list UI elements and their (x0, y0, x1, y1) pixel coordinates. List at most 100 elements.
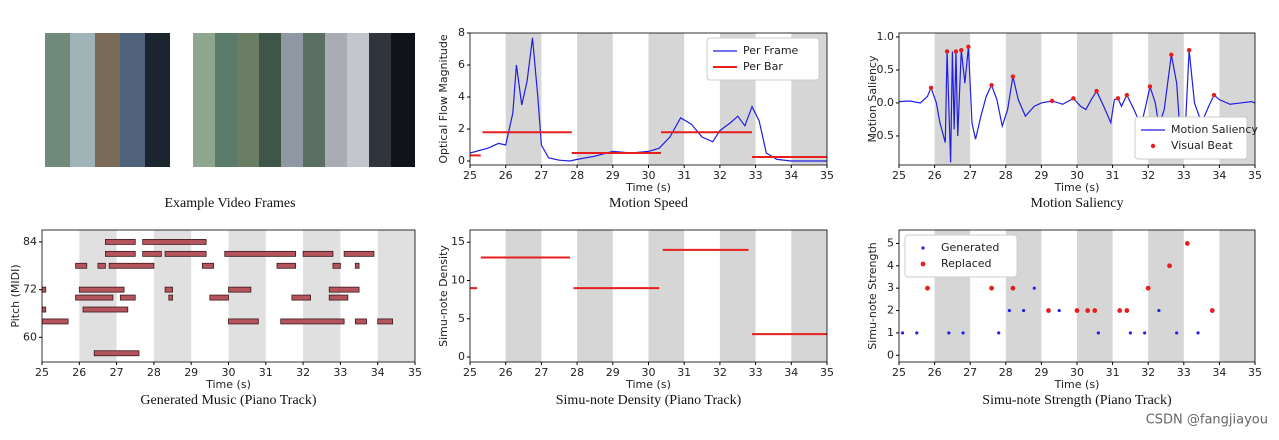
note (201, 262, 214, 269)
x-tick-label: 30 (222, 366, 236, 379)
y-axis-label: Pitch (MIDI) (9, 264, 22, 327)
x-tick-label: 27 (534, 366, 548, 379)
x-tick-label: 35 (1248, 169, 1262, 182)
x-tick-label: 32 (1141, 366, 1155, 379)
point (997, 331, 1001, 335)
note (142, 250, 162, 257)
y-tick-label: 84 (23, 235, 37, 248)
y-tick-label: 15 (451, 235, 465, 248)
point (959, 47, 964, 53)
point (966, 44, 971, 50)
note (276, 262, 297, 269)
note (280, 318, 345, 325)
x-axis-label: Time (s) (1054, 378, 1100, 391)
note (42, 286, 47, 293)
note (354, 318, 367, 325)
point (1124, 92, 1130, 98)
legend-label: Generated (941, 241, 999, 254)
x-tick-label: 35 (408, 366, 422, 379)
x-tick-label: 34 (784, 366, 798, 379)
note (354, 262, 360, 269)
point (947, 331, 951, 335)
note (93, 350, 140, 357)
point (1196, 331, 1200, 335)
note (168, 294, 173, 301)
x-tick-label: 25 (892, 366, 906, 379)
x-tick-label: 34 (371, 366, 385, 379)
legend: Generated Replaced (904, 234, 1018, 278)
point (989, 82, 994, 88)
point (1057, 308, 1061, 313)
y-tick-label: 1 (887, 326, 894, 339)
legend: Motion Saliency Visual Beat (1134, 116, 1258, 160)
shaded-span (505, 230, 542, 362)
point (1032, 286, 1036, 290)
legend-label: Visual Beat (1171, 139, 1233, 152)
shaded-span (791, 230, 827, 362)
note (75, 262, 88, 269)
y-tick-label: 1.0 (877, 30, 895, 43)
y-axis-label: Simu-note Density (437, 245, 450, 347)
point (1209, 308, 1215, 313)
note (142, 239, 207, 245)
point (944, 49, 950, 54)
x-tick-label: 31 (677, 366, 691, 379)
note (377, 318, 394, 325)
y-tick-label: -0.5 (873, 129, 894, 142)
x-tick-label: 26 (499, 366, 513, 379)
note (291, 294, 311, 301)
note (108, 262, 155, 269)
shaded-span (577, 33, 613, 165)
x-tick-label: 25 (35, 366, 49, 379)
point (915, 331, 919, 335)
x-tick-label: 28 (570, 169, 584, 182)
point (1046, 308, 1051, 313)
point (1184, 241, 1190, 246)
legend-label: Replaced (941, 257, 992, 270)
shaded-span (719, 230, 756, 362)
point (1049, 98, 1055, 104)
x-tick-label: 28 (147, 366, 161, 379)
plot-marks (42, 239, 394, 357)
x-tick-label: 30 (642, 366, 656, 379)
legend-box (904, 234, 1018, 278)
y-tick-label: 4 (458, 90, 465, 103)
shaded-span (648, 230, 685, 362)
x-tick-label: 26 (928, 366, 942, 379)
point (1092, 308, 1098, 313)
x-tick-label: 32 (713, 366, 727, 379)
note (78, 286, 125, 293)
note (224, 250, 297, 257)
y-tick-label: 0 (887, 348, 894, 361)
point (1145, 285, 1151, 291)
x-tick-label: 34 (1212, 169, 1226, 182)
point (1115, 96, 1121, 101)
x-tick-label: 28 (999, 169, 1013, 182)
legend: Per Frame Per Bar (706, 37, 820, 81)
point (1147, 84, 1153, 89)
y-tick-label: 0 (458, 154, 465, 167)
point (1007, 308, 1011, 313)
x-tick-label: 32 (1141, 169, 1155, 182)
watermark: CSDN @fangjiayou (1146, 413, 1268, 428)
y-tick-label: 2 (887, 304, 894, 317)
x-tick-label: 31 (677, 169, 691, 182)
plot-marks (470, 37, 827, 162)
point (1010, 74, 1016, 79)
y-tick-label: 60 (23, 330, 37, 343)
note (332, 262, 341, 269)
shaded-span (1077, 33, 1113, 165)
y-tick-label: 5 (887, 236, 894, 249)
note (75, 294, 114, 301)
note (164, 286, 173, 293)
x-tick-label: 32 (296, 366, 310, 379)
legend-label: Per Frame (743, 44, 799, 57)
point (1211, 92, 1217, 98)
legend-swatch (921, 246, 925, 250)
x-tick-label: 31 (1106, 169, 1120, 182)
shaded-span (648, 33, 685, 165)
x-axis-label: Time (s) (205, 378, 251, 391)
note (228, 318, 259, 325)
point (1117, 308, 1123, 313)
